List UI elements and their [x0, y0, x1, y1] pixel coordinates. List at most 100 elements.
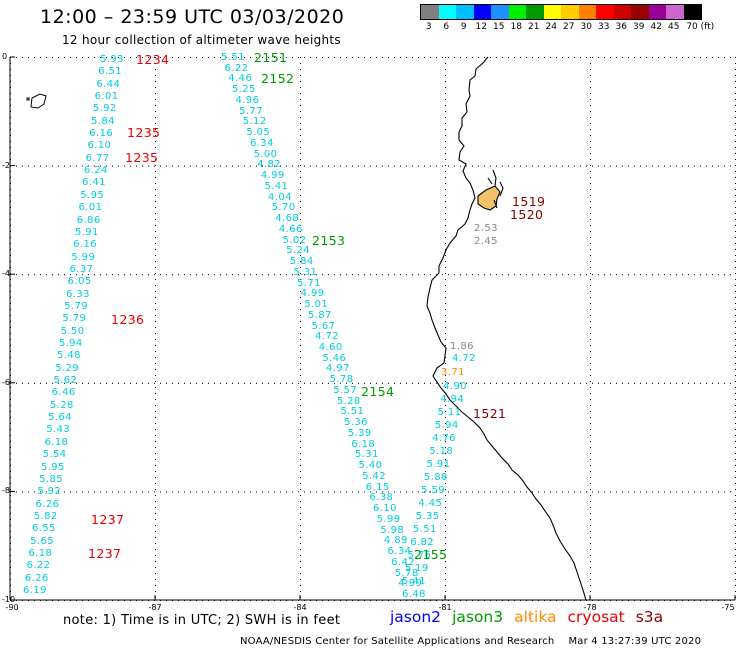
grid-dot [478, 491, 479, 493]
grid-dot [472, 274, 473, 276]
grid-dot [590, 177, 591, 178]
grid-dot [526, 57, 527, 58]
grid-dot [724, 57, 725, 58]
grid-dot [445, 249, 446, 250]
grid-dot [112, 57, 113, 58]
grid-dot [590, 135, 591, 136]
grid-dot [590, 561, 591, 562]
grid-dot [155, 447, 156, 448]
grid-dot [712, 165, 713, 167]
color-scale-bar [420, 4, 702, 20]
grid-dot [445, 495, 446, 496]
latitude-label: -4 [2, 269, 10, 279]
longitude-label: -81 [438, 603, 452, 612]
grid-dot [70, 382, 71, 384]
grid-dot [300, 147, 301, 148]
grid-dot [670, 382, 671, 384]
swh-value: 6.10 [373, 503, 397, 515]
grid-dot [340, 491, 341, 493]
grid-dot [735, 447, 736, 448]
grid-dot [604, 57, 605, 58]
swh-value: 6.19 [23, 585, 47, 596]
grid-dot [154, 491, 155, 493]
grid-dot [590, 189, 591, 190]
grid-dot [155, 243, 156, 244]
grid-dot [574, 382, 575, 384]
grid-dot [82, 274, 83, 276]
swh-value: 4.90 [443, 381, 467, 392]
swh-value: 5.59 [421, 485, 445, 496]
grid-dot [460, 274, 461, 276]
grid-dot [700, 274, 701, 276]
grid-dot [34, 165, 35, 167]
grid-dot [76, 165, 77, 167]
grid-dot [346, 491, 347, 493]
grid-dot [82, 382, 83, 384]
grid-dot [532, 165, 533, 167]
grid-dot [300, 345, 301, 346]
grid-dot [155, 399, 156, 400]
grid-dot [298, 491, 299, 493]
grid-dot [478, 274, 479, 276]
grid-dot [735, 327, 736, 328]
grid-dot [445, 291, 446, 292]
swh-value: 5.88 [423, 472, 448, 483]
grid-dot [154, 57, 155, 58]
color-scale-labels: 3 6 9 12 15 18 21 24 27 30 33 36 39 42 45 70 (ft) [420, 22, 740, 34]
grid-dot [445, 555, 446, 556]
grid-dot [562, 165, 563, 167]
grid-dot [340, 57, 341, 58]
grid-dot [160, 491, 161, 493]
grid-dot [472, 165, 473, 167]
grid-dot [598, 491, 599, 493]
grid-dot [388, 382, 389, 384]
grid-dot [400, 57, 401, 58]
grid-dot [445, 333, 446, 334]
grid-dot [58, 491, 59, 493]
grid-dot [586, 165, 587, 167]
grid-dot [268, 274, 269, 276]
grid-dot [586, 57, 587, 58]
longitude-label: -87 [148, 603, 162, 612]
grid-dot [590, 579, 591, 580]
grid-dot [550, 165, 551, 167]
grid-dot [16, 274, 17, 276]
grid-dot [64, 165, 65, 167]
grid-dot [640, 491, 641, 493]
grid-dot [106, 274, 107, 276]
grid-dot [735, 501, 736, 502]
grid-dot [590, 183, 591, 184]
scale-label: 30 [580, 22, 592, 32]
grid-dot [556, 274, 557, 276]
grid-dot [300, 123, 301, 124]
grid-dot [268, 57, 269, 58]
axis-tick-marks [9, 56, 736, 601]
grid-dot [735, 105, 736, 106]
grid-dot [490, 382, 491, 384]
grid-dot [646, 274, 647, 276]
grid-dot [155, 495, 156, 496]
grid-dot [292, 165, 293, 167]
grid-dot [268, 382, 269, 384]
grid-dot [364, 165, 365, 167]
swh-value: 5.31 [293, 266, 318, 278]
grid-dot [688, 274, 689, 276]
grid-dot [445, 117, 446, 118]
grid-dot [574, 165, 575, 167]
swh-value: 4.89 [383, 535, 408, 547]
grid-dot [304, 382, 305, 384]
grid-dot [328, 57, 329, 58]
grid-dot [682, 491, 683, 493]
grid-dot [328, 491, 329, 493]
grid-dot [418, 491, 419, 493]
grid-dot [118, 491, 119, 493]
grid-dot [445, 531, 446, 532]
swh-value: 5.51 [412, 524, 437, 535]
swh-value: 4.72 [315, 331, 339, 343]
grid-dot [286, 491, 287, 493]
grid-dot [590, 363, 591, 364]
grid-dot [664, 57, 665, 58]
grid-dot [590, 447, 591, 448]
grid-dot [58, 382, 59, 384]
grid-dot [208, 382, 209, 384]
